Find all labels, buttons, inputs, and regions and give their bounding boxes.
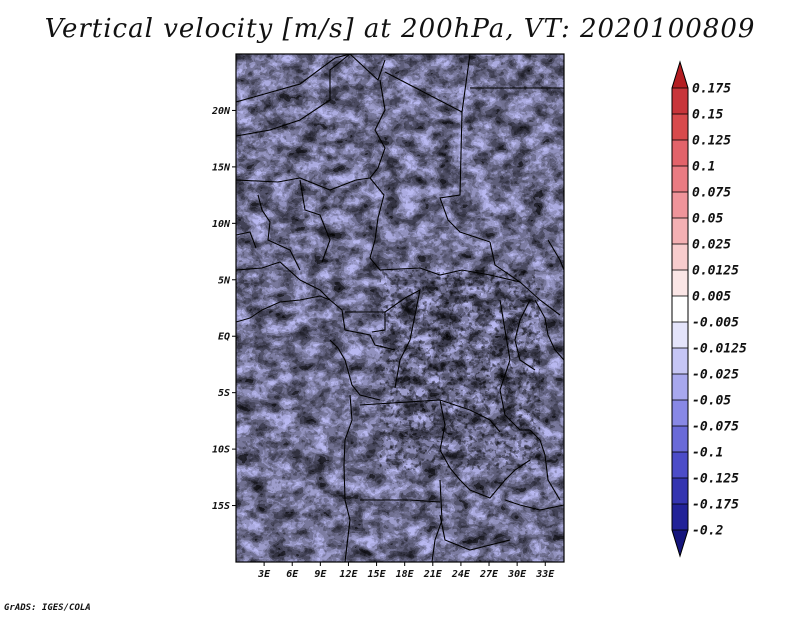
lon-tick-label: 6E bbox=[286, 569, 299, 580]
colorbar-swatch bbox=[672, 88, 688, 115]
grads-credit: GrADS: IGES/COLA bbox=[4, 603, 91, 613]
lat-tick-label: 20N bbox=[211, 106, 231, 117]
contour-field bbox=[236, 54, 564, 562]
lon-tick-label: 24E bbox=[451, 569, 471, 580]
colorbar-swatch bbox=[672, 400, 688, 427]
colorbar-label: -0.05 bbox=[692, 394, 731, 409]
colorbar-swatch bbox=[672, 114, 688, 141]
lat-tick-label: 15S bbox=[212, 501, 230, 512]
colorbar-label: 0.005 bbox=[692, 290, 731, 305]
colorbar-swatch bbox=[672, 62, 688, 89]
colorbar-label: -0.1 bbox=[692, 446, 723, 461]
colorbar-swatch bbox=[672, 166, 688, 193]
lon-tick-label: 12E bbox=[339, 569, 358, 580]
colorbar-label: -0.005 bbox=[692, 316, 739, 331]
colorbar-label: -0.175 bbox=[692, 498, 739, 513]
lat-tick-label: EQ bbox=[218, 332, 230, 343]
colorbar-label: -0.075 bbox=[692, 420, 739, 435]
colorbar-swatch bbox=[672, 322, 688, 349]
lon-tick-label: 21E bbox=[423, 569, 443, 580]
colorbar-swatch bbox=[672, 478, 688, 505]
colorbar-swatch bbox=[672, 452, 688, 479]
colorbar-swatch bbox=[672, 244, 688, 271]
lon-tick-label: 15E bbox=[368, 569, 387, 580]
lon-tick-label: 30E bbox=[507, 569, 527, 580]
map-frame bbox=[235, 53, 565, 563]
colorbar-label: 0.05 bbox=[692, 212, 723, 227]
lon-tick-label: 27E bbox=[479, 569, 499, 580]
colorbar-swatch bbox=[672, 296, 688, 323]
colorbar-label: 0.0125 bbox=[692, 264, 739, 279]
colorbar-swatch bbox=[672, 192, 688, 219]
lon-tick-label: 18E bbox=[396, 569, 415, 580]
colorbar-swatches bbox=[672, 62, 688, 556]
colorbar-label: -0.125 bbox=[692, 472, 739, 487]
lon-tick-label: 3E bbox=[257, 569, 271, 580]
lat-tick-label: 15N bbox=[212, 162, 231, 173]
lat-tick-label: 10S bbox=[212, 445, 230, 456]
latitude-axis: 20N 15N 10N 5N EQ 5S 10S 15S bbox=[211, 106, 236, 512]
colorbar-label: 0.125 bbox=[692, 134, 731, 149]
lat-tick-label: 10N bbox=[212, 219, 231, 230]
colorbar-swatch bbox=[672, 348, 688, 375]
lat-tick-label: 5N bbox=[218, 275, 231, 286]
colorbar-label: 0.175 bbox=[692, 82, 731, 97]
lon-tick-label: 9E bbox=[314, 569, 327, 580]
lat-tick-label: 5S bbox=[218, 388, 230, 399]
chart-title: Vertical velocity [m/s] at 200hPa, VT: 2… bbox=[44, 14, 756, 44]
longitude-axis: 3E 6E 9E 12E 15E 18E 21E 24E 27E 30E 33E bbox=[257, 562, 555, 580]
colorbar-label: 0.15 bbox=[692, 108, 723, 123]
colorbar-swatch bbox=[672, 426, 688, 453]
colorbar-label: 0.1 bbox=[692, 160, 715, 175]
colorbar-swatch bbox=[672, 140, 688, 167]
colorbar-label: 0.025 bbox=[692, 238, 731, 253]
colorbar-label: -0.0125 bbox=[692, 342, 747, 357]
colorbar-swatch bbox=[672, 270, 688, 297]
colorbar-swatch bbox=[672, 504, 688, 531]
colorbar-label: -0.025 bbox=[692, 368, 739, 383]
colorbar: 0.175 0.15 0.125 0.1 0.075 0.05 0.025 0.0125 0.0… bbox=[671, 60, 747, 558]
colorbar-label: 0.075 bbox=[692, 186, 731, 201]
colorbar-swatch bbox=[672, 374, 688, 401]
colorbar-swatch bbox=[672, 530, 688, 556]
country-borders bbox=[236, 54, 564, 562]
colorbar-label: -0.2 bbox=[692, 524, 723, 539]
lon-tick-label: 33E bbox=[535, 569, 555, 580]
colorbar-swatch bbox=[672, 218, 688, 245]
